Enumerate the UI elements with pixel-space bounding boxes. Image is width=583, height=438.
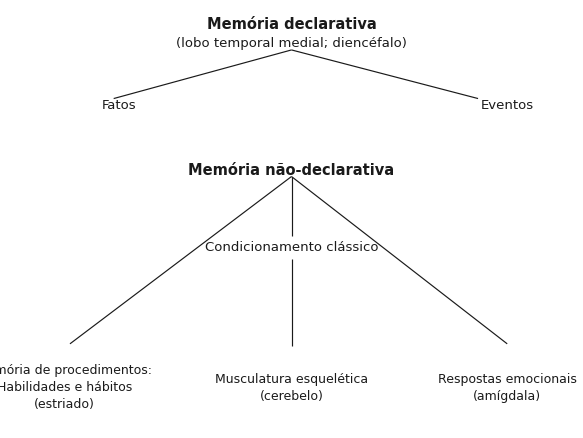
Text: Eventos: Eventos bbox=[481, 99, 534, 112]
Text: Condicionamento clássico: Condicionamento clássico bbox=[205, 241, 378, 254]
Text: (lobo temporal medial; diencéfalo): (lobo temporal medial; diencéfalo) bbox=[176, 37, 407, 50]
Text: Respostas emocionais
(amígdala): Respostas emocionais (amígdala) bbox=[438, 373, 577, 403]
Text: Memória de procedimentos:
Habilidades e hábitos
(estriado): Memória de procedimentos: Habilidades e … bbox=[0, 364, 152, 411]
Text: Fatos: Fatos bbox=[102, 99, 136, 112]
Text: Memória declarativa: Memória declarativa bbox=[206, 17, 377, 32]
Text: Musculatura esquelética
(cerebelo): Musculatura esquelética (cerebelo) bbox=[215, 373, 368, 403]
Text: Memória não-declarativa: Memória não-declarativa bbox=[188, 163, 395, 178]
